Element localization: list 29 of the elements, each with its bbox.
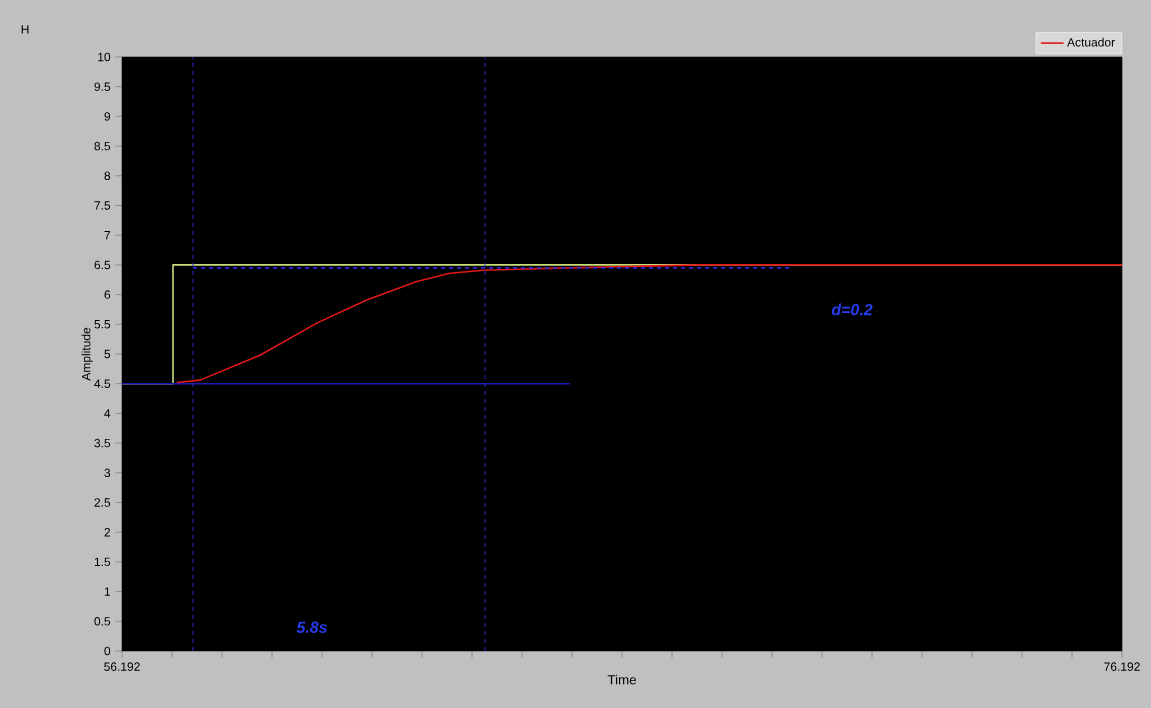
y-tick-label: 5 <box>104 349 111 359</box>
y-tick-label: 3.5 <box>94 438 111 448</box>
y-tick-label: 2 <box>104 528 111 537</box>
text: H <box>21 25 29 34</box>
y-tick-label: 8 <box>104 171 111 181</box>
y-tick-label: 3 <box>104 468 111 478</box>
annotation: d=0.2 <box>831 303 873 316</box>
x-tick-label: 76.192 <box>1104 662 1140 671</box>
y-tick-label: 10 <box>98 52 111 62</box>
y-tick-label: 2.5 <box>94 498 111 507</box>
y-tick-label: 6.5 <box>94 260 111 270</box>
y-tick-label: 9 <box>104 112 111 121</box>
y-tick-label: 0.5 <box>94 617 111 626</box>
y-tick-label: 4.5 <box>94 379 111 388</box>
y-tick-label: 0 <box>104 646 111 656</box>
y-tick-label: 1 <box>104 587 111 596</box>
legend-label: Actuador <box>1067 37 1115 47</box>
y-tick-label: 6 <box>104 290 111 299</box>
y-tick-label: 9.5 <box>94 82 111 91</box>
y-tick-label: 8.5 <box>94 141 111 151</box>
y-tick-label: 7.5 <box>94 201 111 210</box>
x-axis-title: Time <box>607 674 636 685</box>
y-axis-title: Amplitude <box>81 327 93 381</box>
y-tick-label: 1.5 <box>94 557 111 567</box>
y-tick-label: 5.5 <box>94 320 111 329</box>
y-tick-label: 7 <box>104 231 111 240</box>
annotation: 5.8s <box>296 621 328 633</box>
y-tick-label: 4 <box>104 409 111 418</box>
x-tick-label: 56.192 <box>104 662 140 671</box>
